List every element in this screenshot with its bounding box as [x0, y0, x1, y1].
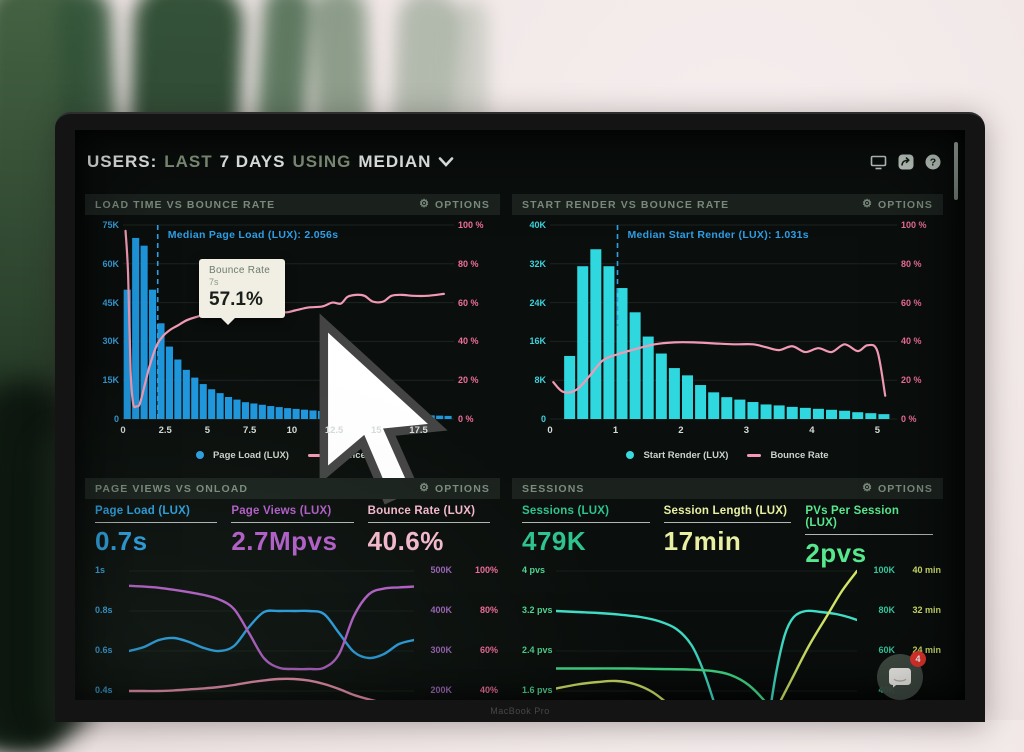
svg-text:?: ? [930, 157, 936, 169]
median-annotation: Median Start Render (LUX): 1.031s [627, 229, 809, 241]
title-using: USING [292, 152, 352, 171]
metric-row: Page Load (LUX) 0.7s Page Views (LUX) 2.… [85, 499, 500, 563]
panel-sessions: SESSIONS ⚙ OPTIONS Sessions (LUX) 479K S… [512, 478, 943, 700]
y-axis-right: 100 % 80 % 60 % 40 % 20 % 0 % [458, 220, 484, 424]
legend-dot [195, 451, 204, 459]
laptop-brand-label: MacBook Pro [490, 706, 550, 716]
gear-icon: ⚙ [862, 198, 874, 210]
chart-canvas [550, 224, 897, 420]
page-title: USERS: LAST 7 DAYS USING MEDIAN [87, 152, 454, 172]
panel-load-time-vs-bounce-rate: LOAD TIME VS BOUNCE RATE ⚙ OPTIONS 75K 60… [85, 194, 500, 505]
help-icon[interactable]: ? [925, 154, 941, 170]
chart-canvas [129, 570, 414, 700]
panel-header: LOAD TIME VS BOUNCE RATE ⚙ OPTIONS [85, 194, 500, 215]
panel-start-render-vs-bounce-rate: START RENDER VS BOUNCE RATE ⚙ OPTIONS 40… [512, 194, 943, 464]
chat-button[interactable]: 4 [877, 651, 926, 700]
chart-legend: Start Render (LUX) Bounce Rate [512, 445, 943, 465]
panel-header: PAGE VIEWS VS ONLOAD ⚙ OPTIONS [85, 478, 500, 499]
legend-line [747, 453, 762, 457]
chevron-down-icon[interactable] [438, 157, 454, 167]
y-axis-left: 40K 32K 24K 16K 8K 0 [529, 220, 546, 424]
screen-glare [954, 142, 958, 200]
metric-pvs-per-session: PVs Per Session (LUX) 2pvs [805, 505, 933, 566]
chat-bubble-icon [889, 667, 911, 687]
chart-area: 1s 0.8s 0.6s 0.4s 500K 100% 400K 80% 300K 60% 200… [85, 563, 500, 700]
panel-header: SESSIONS ⚙ OPTIONS [512, 478, 943, 499]
plot-area: Median Page Load (LUX): 2.056s Bounce Ra… [123, 224, 454, 505]
screen: USERS: LAST 7 DAYS USING MEDIAN [75, 130, 965, 700]
panel-grid: LOAD TIME VS BOUNCE RATE ⚙ OPTIONS 75K 60… [85, 194, 943, 700]
metric-row: Sessions (LUX) 479K Session Length (LUX)… [512, 499, 943, 566]
chart-area: 4 pvs 3.2 pvs 2.4 pvs 1.6 pvs 100K 40 min 80K… [512, 563, 943, 700]
y-axis-right: 100 % 80 % 60 % 40 % 20 % 0 % [901, 220, 927, 424]
metric-session-length: Session Length (LUX) 17min [663, 505, 792, 566]
metric-bounce-rate: Bounce Rate (LUX) 40.6% [367, 505, 490, 563]
legend-dot [626, 451, 635, 459]
tooltip: Bounce Rate 7s 57.1% [199, 259, 285, 325]
panel-title: LOAD TIME VS BOUNCE RATE [95, 198, 276, 211]
plot-area: Median Start Render (LUX): 1.031s [550, 224, 897, 420]
panel-page-views-vs-onload: PAGE VIEWS VS ONLOAD ⚙ OPTIONS Page Load… [85, 478, 500, 700]
title-last: LAST [164, 152, 213, 171]
notification-badge: 4 [910, 651, 926, 667]
options-button[interactable]: ⚙ OPTIONS [862, 198, 933, 211]
laptop: USERS: LAST 7 DAYS USING MEDIAN [55, 112, 985, 722]
options-button[interactable]: ⚙ OPTIONS [419, 198, 490, 211]
title-users: USERS: [87, 152, 158, 171]
median-annotation: Median Page Load (LUX): 2.056s [167, 229, 339, 241]
metric-page-views: Page Views (LUX) 2.7Mpvs [231, 505, 354, 563]
chart-canvas [556, 569, 857, 700]
plot-area [556, 563, 857, 700]
options-button[interactable]: ⚙ OPTIONS [862, 482, 933, 495]
header-icons: ? [870, 154, 941, 170]
chart-area: 40K 32K 24K 16K 8K 0 100 % 80 % 60 % 40 % 20 % 0 %… [512, 219, 943, 445]
plot-area [129, 563, 414, 700]
metric-page-load: Page Load (LUX) 0.7s [95, 505, 218, 563]
metric-sessions: Sessions (LUX) 479K [522, 505, 650, 566]
gear-icon: ⚙ [419, 198, 431, 210]
panel-title: START RENDER VS BOUNCE RATE [522, 198, 730, 211]
y-axis-left: 75K 60K 45K 30K 15K 0 [102, 220, 119, 424]
title-7days: 7 DAYS [219, 152, 286, 171]
legend-line [307, 453, 322, 457]
dashboard: USERS: LAST 7 DAYS USING MEDIAN [85, 130, 943, 700]
dashboard-header: USERS: LAST 7 DAYS USING MEDIAN [85, 130, 943, 194]
options-button[interactable]: ⚙ OPTIONS [419, 482, 490, 495]
panel-title: SESSIONS [522, 482, 585, 495]
panel-header: START RENDER VS BOUNCE RATE ⚙ OPTIONS [512, 194, 943, 215]
gear-icon: ⚙ [862, 482, 874, 494]
x-axis: 0 2.5 5 7.5 10 12.5 15 17.5 [120, 425, 428, 436]
panel-title: PAGE VIEWS VS ONLOAD [95, 482, 249, 495]
chart-area: 75K 60K 45K 30K 15K 0 100 % 80 % 60 % 40 % 20 % 0 … [85, 219, 500, 505]
gear-icon: ⚙ [419, 482, 431, 494]
chart-legend: Page Load (LUX) Bounce Rate [85, 445, 500, 465]
title-median: MEDIAN [358, 152, 432, 171]
display-icon[interactable] [870, 155, 887, 170]
share-icon[interactable] [898, 154, 914, 170]
